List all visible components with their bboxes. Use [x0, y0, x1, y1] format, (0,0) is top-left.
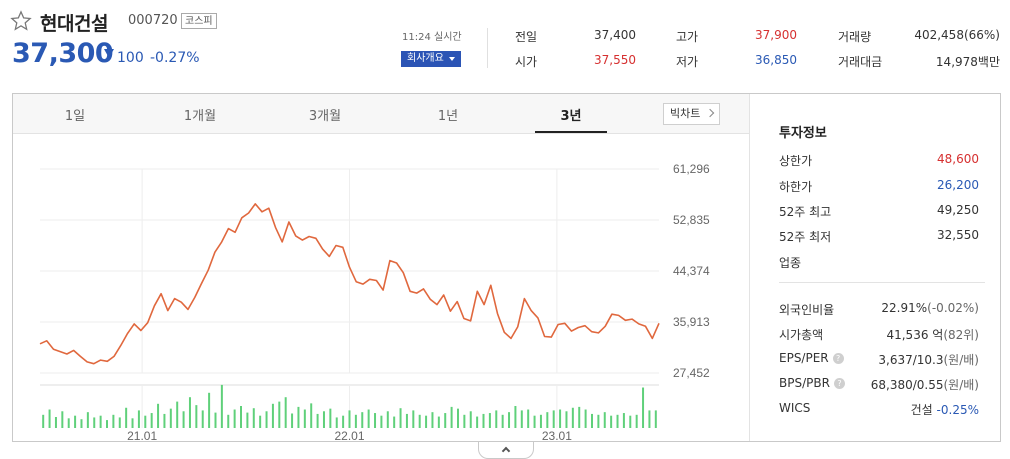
- lower-limit-value: 26,200: [937, 178, 979, 192]
- bps-pbr-unit: (원/배): [943, 378, 980, 392]
- foreign-ratio-change: (-0.02%): [927, 301, 979, 315]
- prev-close-value: 37,400: [594, 28, 636, 42]
- open-value: 37,550: [594, 53, 636, 67]
- trade-value-value: 14,978백만: [935, 55, 1000, 69]
- week52-low-value: 32,550: [937, 228, 979, 242]
- tab-3y[interactable]: 3년: [560, 109, 582, 124]
- industry-label: 업종: [779, 256, 802, 270]
- caret-down-icon: [449, 57, 455, 61]
- tab-3m[interactable]: 3개월: [308, 109, 342, 124]
- week52-high-label: 52주 최고: [779, 205, 832, 219]
- upper-limit-value: 48,600: [937, 152, 979, 166]
- foreign-ratio-row: 외국인비율 22.91%(-0.02%): [779, 301, 979, 318]
- chevron-up-icon: [501, 446, 511, 456]
- tab-1d[interactable]: 1일: [64, 109, 86, 124]
- bigchart-label: 빅차트: [670, 107, 701, 120]
- tab-1y[interactable]: 1년: [437, 109, 459, 124]
- active-tab-indicator: [535, 131, 607, 133]
- price-change-rate: -0.27%: [150, 50, 200, 66]
- lower-limit-row: 하한가 26,200: [779, 178, 979, 195]
- foreign-ratio-value: 22.91%: [881, 301, 928, 315]
- help-icon[interactable]: ?: [833, 378, 845, 389]
- bps-pbr-value: 68,380/0.55: [870, 378, 944, 392]
- price-change: 100: [117, 50, 144, 66]
- volume-value: 402,458(66%): [914, 28, 1000, 42]
- wics-label: WICS: [779, 401, 811, 415]
- help-icon[interactable]: ?: [832, 353, 844, 364]
- upper-limit-label: 상한가: [779, 154, 813, 168]
- open-label: 시가: [515, 55, 538, 69]
- eps-per-label: EPS/PER: [779, 351, 829, 365]
- price-line: [39, 203, 660, 365]
- collapse-button[interactable]: [478, 442, 534, 459]
- market-cap-label: 시가총액: [779, 328, 824, 342]
- market-cap-value: 41,536 억: [886, 328, 944, 342]
- wics-sector[interactable]: 건설: [910, 403, 933, 417]
- wics-change: -0.25%: [936, 403, 979, 417]
- week52-low-label: 52주 최저: [779, 230, 832, 244]
- high-value: 37,900: [755, 28, 797, 42]
- favorite-star-icon[interactable]: [10, 10, 32, 32]
- week52-high-row: 52주 최고 49,250: [779, 203, 979, 220]
- y-tick-label: 27,452: [673, 366, 710, 380]
- chevron-right-icon: [705, 108, 715, 118]
- bps-pbr-row: BPS/PBR? 68,380/0.55(원/배): [779, 376, 980, 392]
- industry-row: 업종: [779, 254, 979, 271]
- low-label: 저가: [676, 55, 699, 69]
- bps-pbr-label: BPS/PBR: [779, 376, 830, 390]
- eps-per-value: 3,637/10.3: [878, 353, 944, 367]
- x-tick-label: 21.01: [127, 429, 157, 441]
- low-value: 36,850: [755, 53, 797, 67]
- volume-label: 거래량: [838, 30, 872, 44]
- y-tick-label: 61,296: [673, 162, 710, 176]
- period-tab-bar: 1일 1개월 3개월 1년 3년 빅차트: [13, 94, 749, 134]
- wics-row: WICS 건설 -0.25%: [779, 401, 979, 417]
- realtime-label: 11:24 실시간: [402, 32, 462, 43]
- chart-panel: 1일 1개월 3개월 1년 3년 빅차트 61,296 52,835 44,374 3…: [12, 93, 1001, 442]
- company-name: 현대건설: [40, 13, 108, 35]
- header-divider: [487, 28, 488, 68]
- y-tick-label: 35,913: [673, 315, 710, 329]
- price-chart: 61,296 52,835 44,374 35,913 27,452 21.01 22.01…: [39, 162, 710, 441]
- down-arrow-icon: [104, 49, 114, 58]
- y-tick-label: 52,835: [673, 213, 710, 227]
- y-tick-label: 44,374: [673, 264, 710, 278]
- stock-header: 현대건설 000720 코스피 37,300 100 -0.27% 11:24 …: [0, 0, 1010, 90]
- stock-code: 000720: [128, 13, 178, 28]
- x-tick-label: 22.01: [334, 429, 364, 441]
- eps-per-unit: (원/배): [943, 353, 980, 367]
- market-cap-rank: (82위): [943, 328, 979, 342]
- current-price: 37,300: [12, 38, 114, 69]
- info-divider: [779, 282, 985, 283]
- upper-limit-row: 상한가 48,600: [779, 152, 979, 169]
- prev-close-label: 전일: [515, 30, 538, 44]
- bigchart-button[interactable]: 빅차트: [663, 103, 720, 125]
- info-title: 투자정보: [779, 126, 827, 141]
- market-cap-row: 시가총액 41,536 억(82위): [779, 326, 979, 343]
- foreign-ratio-label: 외국인비율: [779, 303, 835, 317]
- market-badge: 코스피: [181, 13, 217, 29]
- lower-limit-label: 하한가: [779, 180, 813, 194]
- eps-per-row: EPS/PER? 3,637/10.3(원/배): [779, 351, 980, 367]
- company-info-button[interactable]: 회사개요: [401, 51, 461, 67]
- company-info-label: 회사개요: [407, 53, 444, 64]
- tab-1m[interactable]: 1개월: [183, 109, 217, 124]
- trade-value-label: 거래대금: [838, 55, 883, 69]
- x-tick-label: 23.01: [542, 429, 572, 441]
- investment-info-panel: 투자정보 상한가 48,600 하한가 26,200 52주 최고 49,250…: [749, 94, 1000, 441]
- week52-low-row: 52주 최저 32,550: [779, 228, 979, 245]
- high-label: 고가: [676, 30, 699, 44]
- week52-high-value: 49,250: [937, 203, 979, 217]
